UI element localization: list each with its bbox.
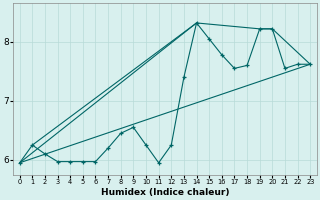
X-axis label: Humidex (Indice chaleur): Humidex (Indice chaleur) <box>101 188 229 197</box>
